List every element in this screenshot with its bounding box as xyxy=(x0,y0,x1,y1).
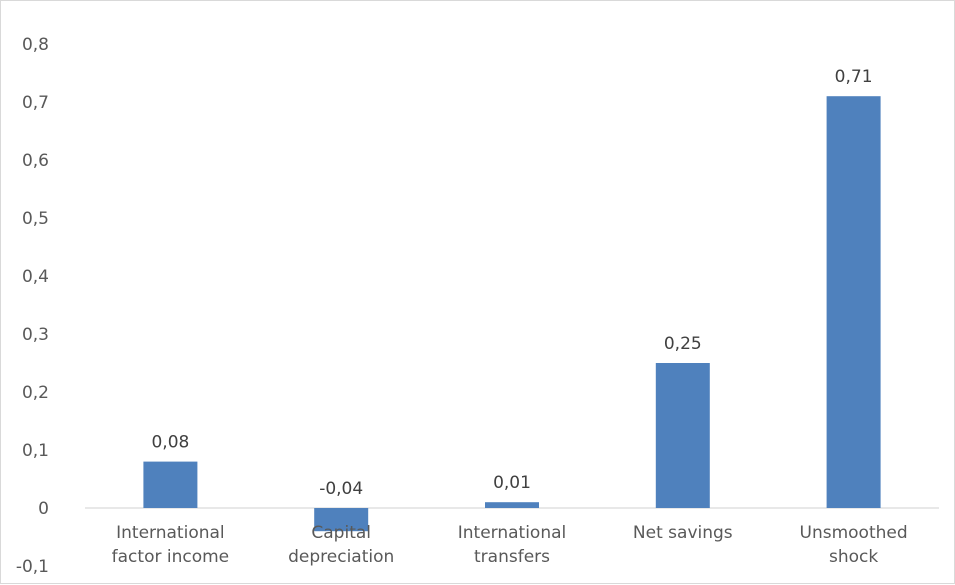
x-category-label: factor income xyxy=(112,547,229,567)
y-tick-label: 0,7 xyxy=(22,93,49,113)
y-tick-label: -0,1 xyxy=(16,557,49,577)
data-label: 0,08 xyxy=(151,433,189,453)
x-category-label: Unsmoothed xyxy=(800,523,908,543)
x-category-label: International xyxy=(458,523,567,543)
x-category-label: International xyxy=(116,523,225,543)
bar xyxy=(314,508,369,532)
bar xyxy=(826,96,881,508)
data-label: 0,25 xyxy=(664,334,702,354)
bar xyxy=(485,502,539,508)
x-category-label: shock xyxy=(829,547,878,567)
y-tick-label: 0,2 xyxy=(22,383,49,403)
x-category-label: Capital xyxy=(311,523,371,543)
y-tick-label: 0,1 xyxy=(22,441,49,461)
data-label: 0,71 xyxy=(835,67,873,87)
y-tick-label: 0 xyxy=(38,499,49,519)
data-label: 0,01 xyxy=(493,473,531,493)
x-category-label: depreciation xyxy=(288,547,394,567)
x-category-label: transfers xyxy=(474,547,550,567)
bar xyxy=(655,363,710,508)
bar xyxy=(143,461,198,508)
y-tick-label: 0,5 xyxy=(22,209,49,229)
y-tick-label: 0,4 xyxy=(22,267,49,287)
y-tick-label: 0,8 xyxy=(22,35,49,55)
y-tick-label: 0,6 xyxy=(22,151,49,171)
data-label: -0,04 xyxy=(319,479,363,499)
x-category-label: Net savings xyxy=(633,523,733,543)
y-tick-label: 0,3 xyxy=(22,325,49,345)
